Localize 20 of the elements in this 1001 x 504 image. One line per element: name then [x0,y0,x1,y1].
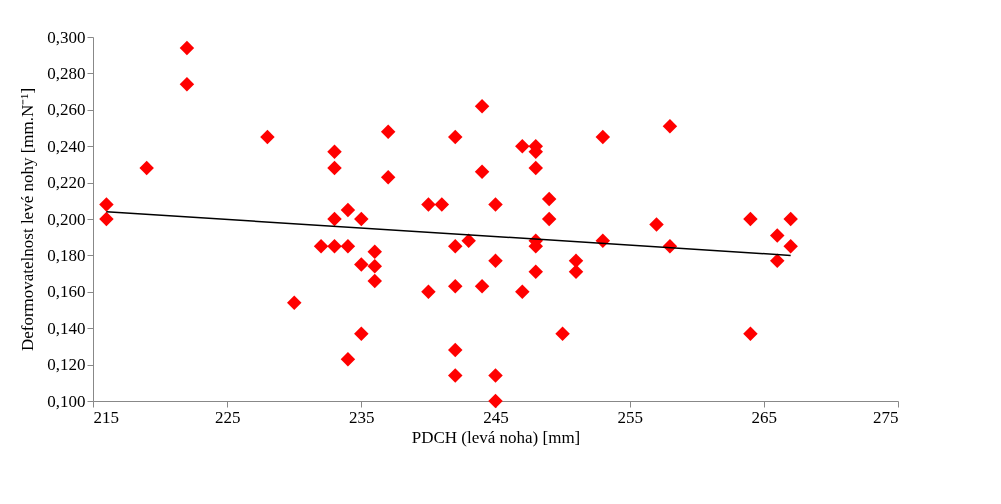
x-tick-label: 265 [751,407,778,427]
x-tick-label: 255 [617,407,643,427]
y-tick-label: 0,240 [47,136,86,156]
y-tick-label: 0,220 [47,173,86,193]
y-tick-label: 0,120 [47,355,86,375]
y-tick-label: 0,260 [47,100,86,120]
y-tick-label: 0,140 [47,318,86,338]
x-tick-label: 215 [93,407,119,427]
y-tick-label: 0,300 [47,27,86,47]
x-tick-label: 245 [483,407,509,427]
x-tick-label: 235 [349,407,375,427]
y-tick-label: 0,280 [47,63,86,83]
x-axis-title: PDCH (levá noha) [mm] [411,427,581,447]
x-tick-label: 225 [214,407,241,427]
x-tick-label: 275 [873,407,899,427]
y-tick-label: 0,160 [47,282,86,302]
y-axis-title: Deformovatelnost levé nohy [mm.N⁻¹] [18,87,38,352]
y-tick-label: 0,100 [47,391,86,411]
y-tick-label: 0,180 [47,245,86,265]
y-tick-label: 0,200 [47,209,86,229]
